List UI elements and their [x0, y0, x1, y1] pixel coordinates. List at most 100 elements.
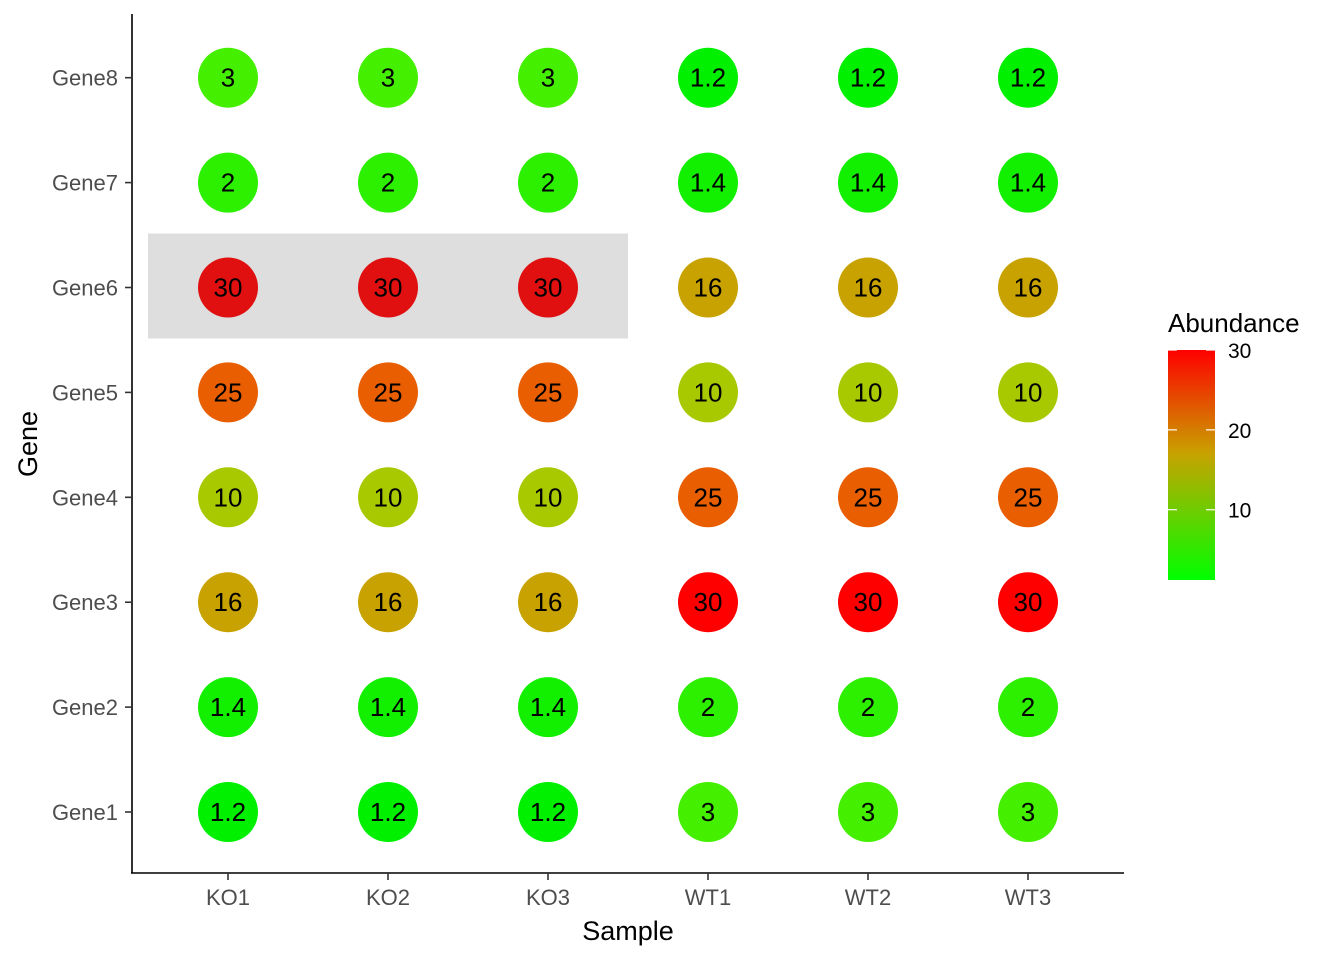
data-dot [998, 467, 1058, 528]
data-point: 3 [678, 782, 738, 842]
data-point: 1.2 [998, 47, 1058, 108]
data-point: 10 [838, 362, 898, 423]
data-point: 2 [998, 677, 1058, 738]
x-tick-label: WT1 [685, 885, 731, 910]
data-point: 25 [998, 467, 1058, 528]
data-point: 3 [518, 47, 578, 108]
data-label: 3 [381, 63, 395, 93]
data-dot [678, 572, 738, 633]
x-tick-label: KO1 [206, 885, 250, 910]
data-dot [998, 677, 1058, 738]
data-dot [998, 572, 1058, 633]
data-label: 1.4 [690, 168, 726, 198]
data-dot [678, 47, 738, 108]
data-dot [358, 47, 418, 108]
data-point: 3 [198, 47, 258, 108]
data-dot [838, 467, 898, 528]
data-point: 30 [998, 572, 1058, 633]
data-point: 10 [518, 467, 578, 528]
data-dot [198, 257, 258, 318]
data-label: 3 [701, 797, 715, 827]
data-dot [998, 782, 1058, 842]
data-dot [358, 362, 418, 423]
data-dot [998, 362, 1058, 423]
data-point: 1.4 [998, 152, 1058, 213]
data-dot [198, 152, 258, 213]
data-label: 25 [374, 377, 403, 407]
data-label: 30 [694, 587, 723, 617]
y-axis-title: Gene [13, 411, 43, 477]
data-dot [838, 677, 898, 738]
data-point: 16 [358, 572, 418, 633]
data-label: 30 [374, 273, 403, 303]
data-label: 3 [1021, 797, 1035, 827]
data-label: 1.2 [370, 797, 406, 827]
legend-title: Abundance [1168, 308, 1300, 338]
data-point: 2 [518, 152, 578, 213]
data-label: 2 [701, 692, 715, 722]
data-dot [198, 677, 258, 738]
color-legend: Abundance 30 20 10 [1168, 308, 1300, 580]
y-tick-label: Gene1 [52, 800, 118, 825]
data-point: 1.4 [198, 677, 258, 738]
data-dot [358, 782, 418, 842]
data-point: 2 [838, 677, 898, 738]
data-dot [358, 152, 418, 213]
data-point: 16 [198, 572, 258, 633]
data-point: 2 [198, 152, 258, 213]
data-label: 16 [854, 273, 883, 303]
data-point: 25 [518, 362, 578, 423]
data-point: 16 [678, 257, 738, 318]
data-label: 10 [374, 482, 403, 512]
data-dot [518, 362, 578, 423]
y-tick-label: Gene8 [52, 66, 118, 91]
data-dot [198, 47, 258, 108]
data-label: 10 [694, 377, 723, 407]
data-label: 1.2 [850, 63, 886, 93]
data-label: 16 [374, 587, 403, 617]
data-label: 25 [1014, 482, 1043, 512]
data-point: 16 [838, 257, 898, 318]
data-point: 3 [998, 782, 1058, 842]
data-label: 30 [534, 273, 563, 303]
data-point: 10 [358, 467, 418, 528]
data-point: 30 [678, 572, 738, 633]
data-dot [358, 677, 418, 738]
legend-tick-label: 10 [1228, 500, 1251, 523]
data-point: 25 [198, 362, 258, 423]
data-point: 1.2 [678, 47, 738, 108]
data-label: 10 [214, 482, 243, 512]
data-dot [838, 572, 898, 633]
data-label: 1.2 [1010, 63, 1046, 93]
data-dot [678, 782, 738, 842]
data-point: 1.2 [518, 782, 578, 842]
data-point: 16 [998, 257, 1058, 318]
x-tick-label: KO2 [366, 885, 410, 910]
data-label: 30 [214, 273, 243, 303]
data-dot [518, 467, 578, 528]
x-tick-label: WT2 [845, 885, 891, 910]
data-point: 1.2 [838, 47, 898, 108]
data-label: 1.4 [1010, 168, 1046, 198]
legend-tick-label: 20 [1228, 420, 1251, 443]
data-label: 1.2 [210, 797, 246, 827]
data-dot [358, 572, 418, 633]
y-tick-label: Gene6 [52, 276, 118, 301]
data-dot [518, 152, 578, 213]
data-label: 2 [221, 168, 235, 198]
data-label: 16 [1014, 273, 1043, 303]
data-point: 30 [198, 257, 258, 318]
x-axis-title: Sample [582, 916, 674, 946]
y-tick-label: Gene2 [52, 695, 118, 720]
data-point: 1.4 [678, 152, 738, 213]
y-tick-label: Gene5 [52, 380, 118, 405]
data-point: 30 [518, 257, 578, 318]
data-dot [838, 362, 898, 423]
data-label: 10 [534, 482, 563, 512]
x-tick-label: WT3 [1005, 885, 1051, 910]
data-label: 16 [214, 587, 243, 617]
data-label: 1.2 [530, 797, 566, 827]
data-label: 30 [854, 587, 883, 617]
